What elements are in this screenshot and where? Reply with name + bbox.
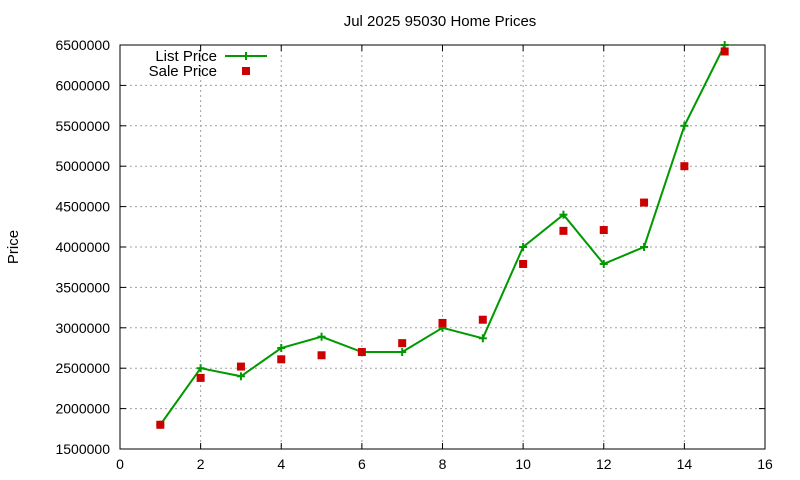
sale-price-point: [559, 226, 568, 235]
list-price-point: [680, 121, 689, 130]
sale-price-point: [599, 226, 608, 235]
list-price-point: [398, 348, 407, 357]
list-price-point: [599, 259, 608, 268]
list-price-point: [277, 344, 286, 352]
x-tick-label: 8: [439, 456, 447, 472]
x-tick-label: 4: [277, 456, 285, 472]
x-tick-label: 0: [116, 456, 124, 472]
y-tick-label: 4000000: [55, 239, 110, 255]
list-price-point: [640, 243, 649, 251]
legend-marker-sale-price: [242, 67, 250, 75]
sale-price-point: [196, 373, 205, 382]
y-tick-label: 2500000: [55, 360, 110, 376]
sale-price-point: [438, 318, 447, 327]
x-tick-label: 10: [515, 456, 531, 472]
y-tick-label: 5000000: [55, 158, 110, 174]
list-price-point: [519, 243, 528, 251]
x-tick-label: 14: [677, 456, 693, 472]
sale-price-point: [156, 420, 165, 429]
sale-price-point: [640, 198, 649, 207]
list-price-point: [236, 372, 245, 381]
axis-ticks: 0 2 4 6 8 10 12 14 16 1500000 2000000 2500000 300000…: [55, 37, 773, 472]
grid: [120, 45, 765, 449]
x-tick-label: 2: [197, 456, 205, 472]
y-axis-label: Price: [5, 230, 22, 264]
y-tick-label: 4500000: [55, 199, 110, 215]
legend-label-list-price: List Price: [155, 48, 217, 65]
y-tick-label: 3000000: [55, 320, 110, 336]
x-tick-label: 12: [596, 456, 612, 472]
y-tick-label: 3500000: [55, 279, 110, 295]
sale-price-point: [317, 351, 326, 360]
chart-title: Jul 2025 95030 Home Prices: [344, 13, 537, 30]
list-price-point: [559, 210, 568, 219]
sale-price-point: [236, 362, 245, 371]
y-tick-label: 6000000: [55, 77, 110, 93]
x-tick-label: 16: [757, 456, 773, 472]
sale-price-point: [720, 47, 729, 56]
list-price-point: [317, 332, 326, 341]
x-tick-label: 6: [358, 456, 366, 472]
list-price-point: [478, 334, 487, 343]
sale-price-point: [398, 339, 407, 348]
y-tick-label: 2000000: [55, 401, 110, 417]
sale-price-point: [519, 259, 528, 268]
y-tick-label: 5500000: [55, 118, 110, 134]
sale-price-point: [357, 348, 366, 357]
y-tick-label: 1500000: [55, 441, 110, 457]
list-price-point: [196, 364, 205, 373]
series-layer: [156, 41, 729, 429]
y-tick-label: 6500000: [55, 37, 110, 53]
sale-price-point: [478, 315, 487, 324]
legend-label-sale-price: Sale Price: [149, 63, 217, 80]
sale-price-point: [277, 355, 286, 364]
sale-price-point: [680, 162, 689, 171]
